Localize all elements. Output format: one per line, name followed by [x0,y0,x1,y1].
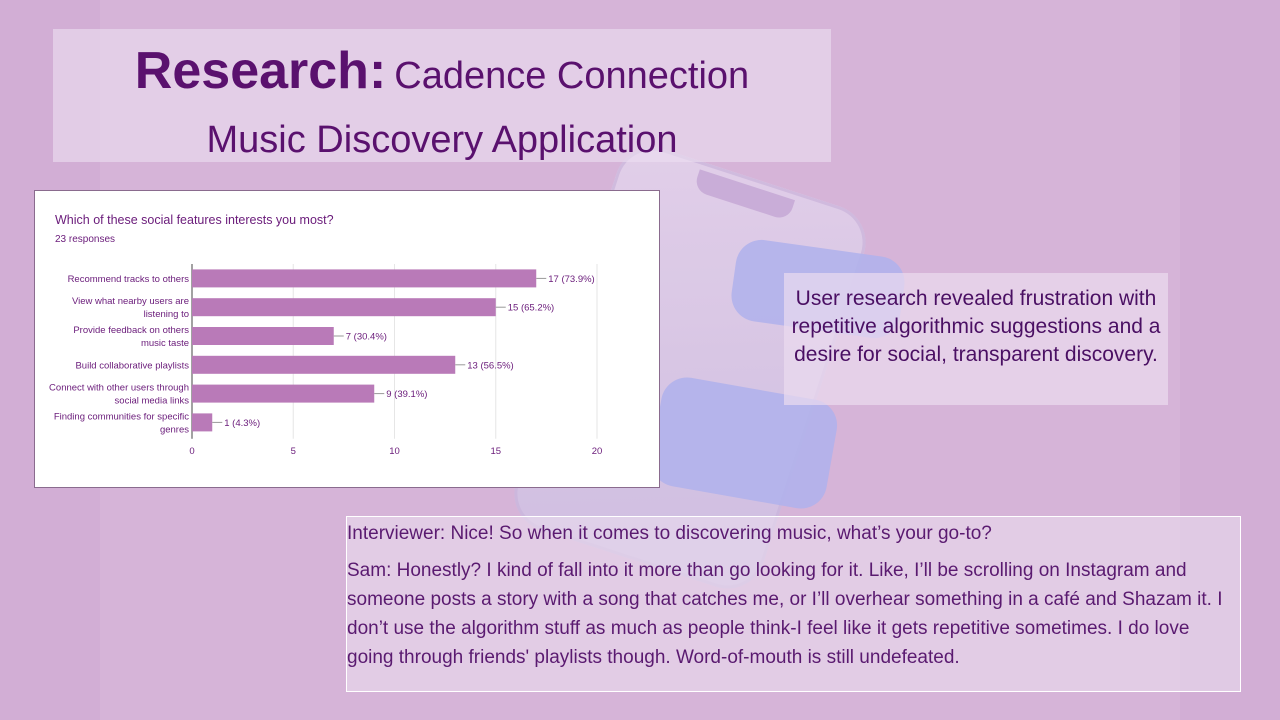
chart-title: Which of these social features interests… [55,213,334,227]
bar [192,413,213,432]
category-label: music taste [141,338,189,349]
data-label: 17 (73.9%) [548,274,594,285]
slide-title: Research: Cadence Connection Music Discov… [53,29,831,162]
data-label: 9 (39.1%) [386,389,427,400]
category-label: Recommend tracks to others [68,274,190,285]
category-label: social media links [115,396,190,407]
research-summary: User research revealed frustration with … [784,273,1168,405]
title-bold: Research: [134,42,387,100]
data-label: 13 (56.5%) [467,360,513,371]
bar [192,384,375,403]
x-tick-label: 0 [189,446,194,457]
bar [192,327,334,345]
phone-notch [693,169,795,222]
bar [192,269,537,288]
category-label: Finding communities for specific [54,411,189,422]
bar [192,355,456,374]
interview-excerpt: Interviewer: Nice! So when it comes to d… [346,516,1241,692]
category-label: Provide feedback on others [73,325,189,336]
category-label: Connect with other users through [49,383,189,394]
category-label: listening to [144,309,189,320]
interviewee-answer: Sam: Honestly? I kind of fall into it mo… [347,560,1223,668]
x-tick-label: 20 [592,446,603,457]
data-label: 1 (4.3%) [224,418,260,429]
data-label: 7 (30.4%) [346,332,387,343]
survey-chart: Which of these social features interests… [34,190,660,488]
category-label: View what nearby users are [72,296,189,307]
x-tick-label: 10 [389,446,400,457]
bar-chart-svg: 0 5 10 15 20 17 (73.9%) Recommend tracks to ot… [49,264,603,457]
interviewer-question: Interviewer: Nice! So when it comes to d… [347,523,992,544]
x-tick-label: 5 [291,446,296,457]
title-rest: Cadence Connection [394,55,750,97]
bar [192,298,496,317]
chart-subtitle: 23 responses [55,234,116,245]
title-line2: Music Discovery Application [206,119,678,161]
data-label: 15 (65.2%) [508,303,554,314]
x-tick-label: 15 [490,446,501,457]
category-label: genres [160,424,189,435]
category-label: Build collaborative playlists [75,360,189,371]
